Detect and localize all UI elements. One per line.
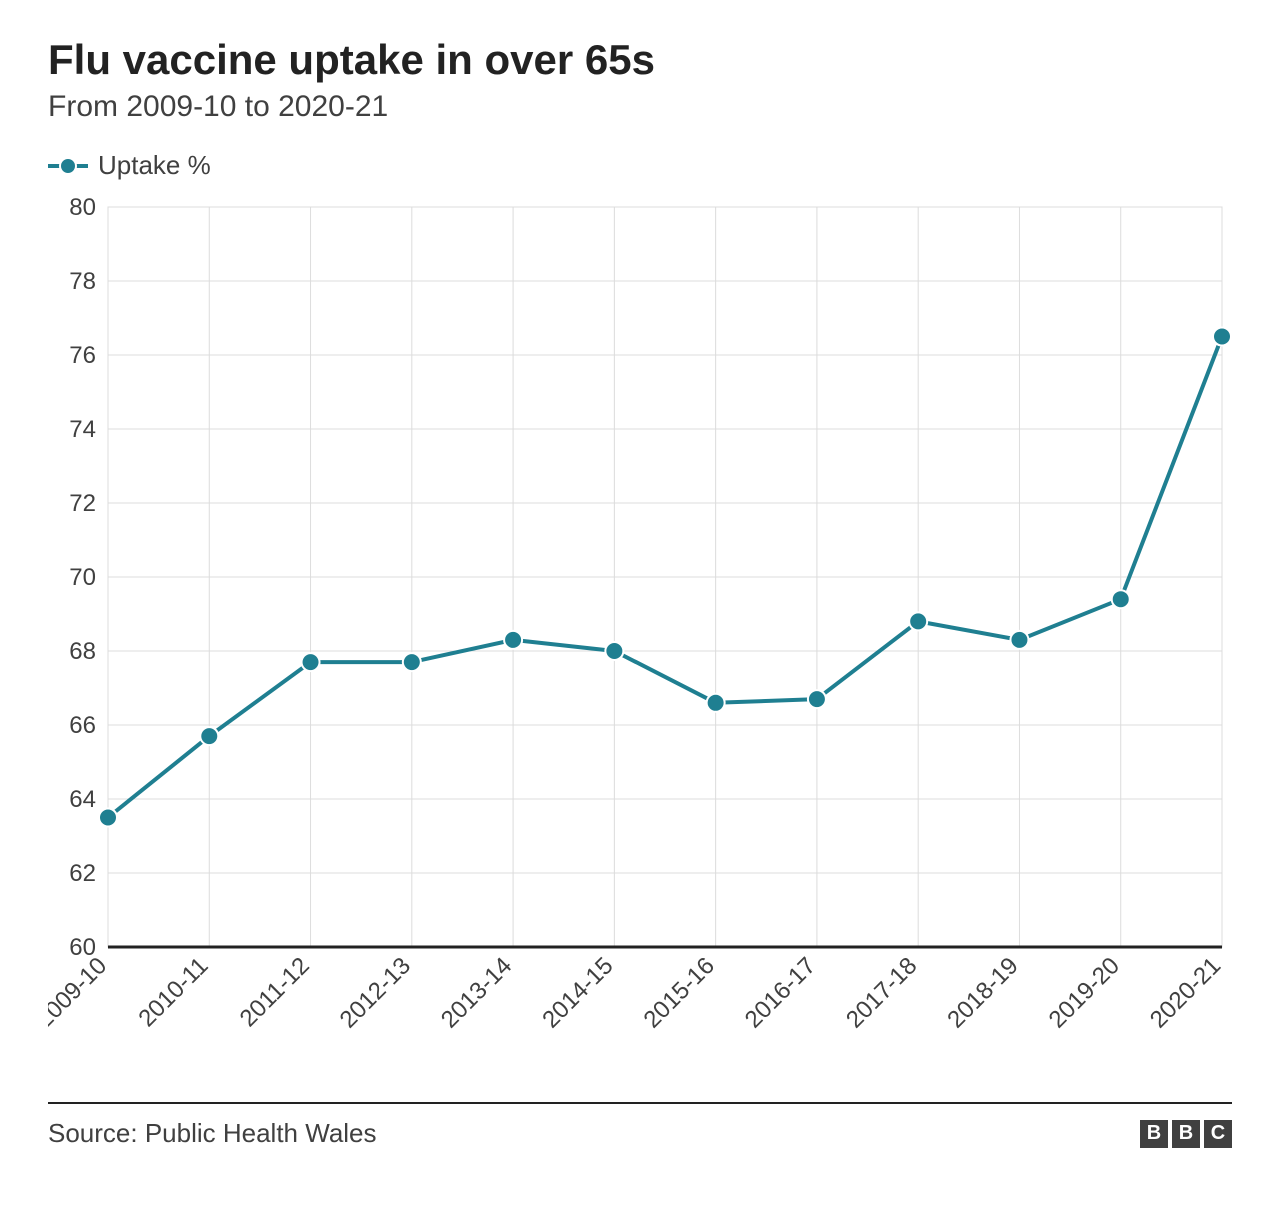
y-tick-label: 68 <box>69 638 96 665</box>
bbc-logo-letter: C <box>1204 1120 1232 1148</box>
y-tick-label: 76 <box>69 342 96 369</box>
data-point <box>99 809 117 827</box>
y-tick-label: 74 <box>69 416 96 443</box>
chart-area: 60626466687072747678802009-102010-112011… <box>48 197 1232 1102</box>
data-point <box>403 653 421 671</box>
x-tick-label: 2014-15 <box>537 952 618 1033</box>
y-tick-label: 80 <box>69 197 96 221</box>
chart-subtitle: From 2009-10 to 2020-21 <box>48 90 1232 124</box>
y-tick-label: 72 <box>69 490 96 517</box>
chart-title: Flu vaccine uptake in over 65s <box>48 36 1232 84</box>
y-tick-label: 78 <box>69 268 96 295</box>
x-tick-label: 2015-16 <box>639 952 720 1033</box>
x-tick-label: 2012-13 <box>335 952 416 1033</box>
data-point <box>707 694 725 712</box>
y-tick-label: 66 <box>69 712 96 739</box>
y-tick-label: 64 <box>69 786 96 813</box>
data-point <box>605 642 623 660</box>
bbc-logo-letter: B <box>1140 1120 1168 1148</box>
y-tick-label: 70 <box>69 564 96 591</box>
data-point <box>808 690 826 708</box>
data-point <box>909 612 927 630</box>
legend-label: Uptake % <box>98 150 211 181</box>
data-point <box>1010 631 1028 649</box>
x-tick-label: 2018-19 <box>942 952 1023 1033</box>
x-tick-label: 2010-11 <box>133 952 213 1032</box>
x-tick-label: 2013-14 <box>436 952 517 1033</box>
bbc-logo: B B C <box>1140 1120 1232 1148</box>
legend-marker-icon <box>48 157 88 175</box>
y-tick-label: 62 <box>69 860 96 887</box>
data-point <box>504 631 522 649</box>
x-tick-label: 2011-12 <box>235 952 315 1032</box>
x-tick-label: 2017-18 <box>841 952 922 1033</box>
bbc-logo-letter: B <box>1172 1120 1200 1148</box>
source-text: Source: Public Health Wales <box>48 1118 377 1149</box>
x-tick-label: 2020-21 <box>1145 952 1226 1033</box>
legend: Uptake % <box>48 150 1232 181</box>
x-tick-label: 2009-10 <box>48 952 112 1033</box>
data-point <box>302 653 320 671</box>
footer: Source: Public Health Wales B B C <box>48 1104 1232 1149</box>
data-point <box>1213 328 1231 346</box>
x-tick-label: 2019-20 <box>1044 952 1125 1033</box>
data-point <box>200 727 218 745</box>
x-tick-label: 2016-17 <box>740 952 821 1033</box>
data-point <box>1112 590 1130 608</box>
